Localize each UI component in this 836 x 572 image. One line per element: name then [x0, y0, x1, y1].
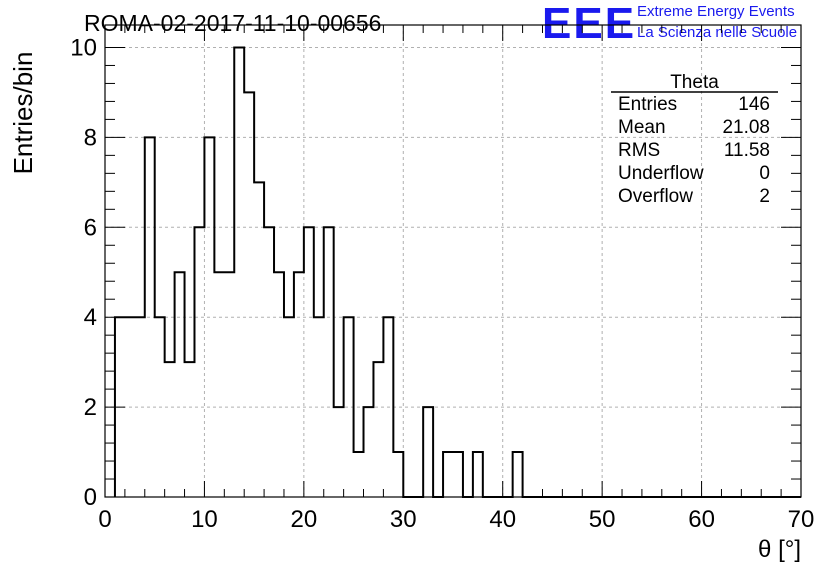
histogram-bin: [224, 272, 234, 497]
y-axis-label: Entries/bin: [8, 52, 38, 175]
x-tick-label: 0: [98, 506, 111, 533]
stats-row-label: RMS: [618, 140, 660, 161]
histogram-bin: [165, 362, 175, 497]
y-tick-label: 8: [84, 124, 97, 151]
histogram-bars: [113, 46, 801, 498]
histogram-bin: [254, 182, 264, 497]
x-tick-label: 70: [788, 506, 815, 533]
histogram-bin: [194, 227, 204, 497]
histogram-bin: [304, 227, 314, 497]
org-name-line1: Extreme Energy Events: [637, 3, 795, 20]
histogram-bin: [214, 272, 224, 497]
chart-title: ROMA-02-2017-11-10-00656: [84, 10, 382, 36]
x-axis-label: θ [°]: [758, 536, 801, 563]
plot-frame: [104, 24, 802, 498]
stats-row-value: 2: [759, 186, 770, 207]
x-tick-label: 20: [291, 506, 318, 533]
histogram-bin: [513, 452, 523, 497]
y-tick-label: 2: [84, 394, 97, 421]
stats-row-value: 21.08: [722, 117, 770, 138]
histogram-outline: [113, 46, 801, 498]
x-tick-label: 60: [688, 506, 715, 533]
stats-row-label: Overflow: [618, 186, 693, 207]
y-tick-label: 4: [84, 304, 97, 331]
grid-lines: [105, 25, 801, 497]
histogram-bin: [175, 272, 185, 497]
histogram-bin: [443, 452, 453, 497]
histogram-bin: [354, 452, 364, 497]
x-tick-label: 40: [489, 506, 516, 533]
histogram-bin: [364, 407, 374, 497]
histogram-bin: [324, 227, 334, 497]
eee-logo: EEE: [542, 0, 637, 48]
y-tick-label: 6: [84, 214, 97, 241]
x-tick-label: 50: [589, 506, 616, 533]
stats-row-label: Entries: [618, 94, 677, 115]
histogram-bin: [373, 362, 383, 497]
x-tick-label: 10: [191, 506, 218, 533]
stats-row-label: Underflow: [618, 163, 704, 184]
stats-row-label: Mean: [618, 117, 666, 138]
histogram-bin: [274, 272, 284, 497]
histogram-bin: [393, 452, 403, 497]
histogram-bin: [473, 452, 483, 497]
histogram-bin: [234, 47, 244, 497]
histogram-bin: [423, 407, 433, 497]
histogram-bin: [185, 362, 195, 497]
org-name-line2: La Scienza nelle Scuole: [637, 24, 798, 41]
stats-row-value: 11.58: [724, 140, 770, 161]
histogram-bin: [294, 272, 304, 497]
stats-title: Theta: [670, 72, 719, 93]
stats-row-value: 0: [759, 163, 770, 184]
histogram-bin: [264, 227, 274, 497]
histogram-bin: [334, 407, 344, 497]
histogram-bin: [453, 452, 463, 497]
stats-row-value: 146: [738, 94, 770, 115]
y-tick-label: 0: [84, 484, 97, 511]
histogram-bin: [244, 92, 254, 497]
y-tick-label: 10: [70, 34, 97, 61]
x-tick-label: 30: [390, 506, 417, 533]
